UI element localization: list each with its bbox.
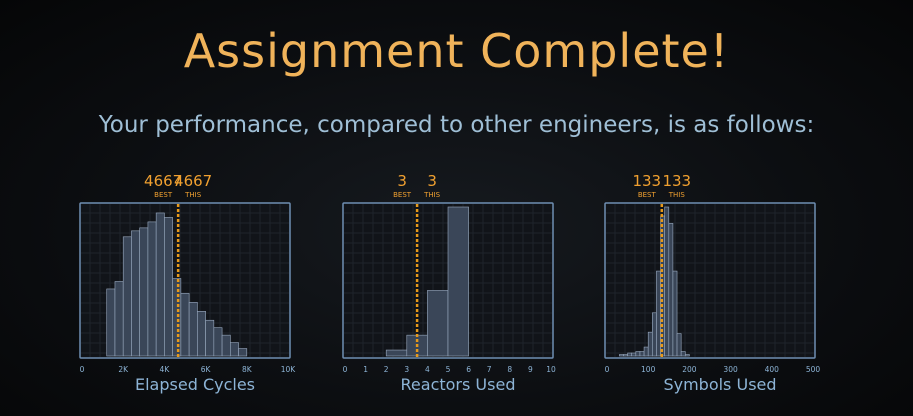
best-value: 4667 bbox=[144, 172, 182, 190]
page-title: Assignment Complete! bbox=[183, 24, 730, 78]
chart-bar bbox=[238, 348, 248, 357]
chart-bar bbox=[652, 312, 657, 357]
chart-bar bbox=[656, 270, 661, 357]
chart-bar bbox=[131, 230, 140, 357]
tick-label: 0 bbox=[80, 365, 85, 374]
this-value: 4667 bbox=[174, 172, 212, 190]
best-label: BEST bbox=[154, 191, 173, 199]
best-value: 133 bbox=[632, 172, 661, 190]
tick-label: 10K bbox=[281, 365, 297, 374]
tick-label: 2K bbox=[118, 365, 129, 374]
tick-label: 0 bbox=[343, 365, 348, 374]
chart-bar bbox=[188, 302, 198, 357]
chart-xlabel: Elapsed Cycles bbox=[135, 375, 255, 394]
chart-bar bbox=[139, 227, 149, 357]
chart-bar bbox=[647, 331, 653, 357]
chart-bar bbox=[619, 354, 624, 357]
tick-label: 10 bbox=[546, 365, 556, 374]
best-value: 3 bbox=[397, 172, 407, 190]
chart-bar bbox=[427, 290, 449, 357]
chart-bar bbox=[631, 352, 637, 357]
tick-label: 9 bbox=[528, 365, 533, 374]
this-label: THIS bbox=[184, 191, 202, 199]
chart-bar bbox=[676, 333, 682, 357]
chart-bar bbox=[147, 221, 157, 357]
chart-bar bbox=[180, 293, 190, 357]
chart-bar bbox=[164, 217, 173, 357]
tick-label: 7 bbox=[487, 365, 492, 374]
chart-elapsed-cycles: 4667 BEST 4667 THIS 0 2K 4K 6K 8K 10K Elapsed Cyc… bbox=[79, 170, 310, 400]
this-label: THIS bbox=[423, 191, 441, 199]
this-value: 133 bbox=[662, 172, 691, 190]
chart-bar bbox=[385, 349, 408, 357]
chart-bar bbox=[623, 354, 628, 357]
tick-label: 200 bbox=[682, 365, 697, 374]
chart-frame bbox=[604, 202, 816, 359]
this-value: 3 bbox=[427, 172, 437, 190]
chart-xlabel: Reactors Used bbox=[400, 375, 516, 394]
tick-label: 6 bbox=[466, 365, 471, 374]
tick-label: 100 bbox=[641, 365, 656, 374]
chart-bar bbox=[114, 281, 124, 357]
chart-bar bbox=[213, 327, 223, 357]
chart-bar bbox=[672, 270, 678, 357]
tick-label: 400 bbox=[765, 365, 780, 374]
page-subtitle: Your performance, compared to other engi… bbox=[98, 112, 815, 138]
this-label: THIS bbox=[668, 191, 686, 199]
chart-reactors-used: 3 BEST 3 THIS 0 1 2 3 4 5 6 7 8 9 10 Reactors Used bbox=[342, 170, 573, 400]
tick-label: 3 bbox=[404, 365, 409, 374]
tick-label: 8K bbox=[242, 365, 253, 374]
chart-bar bbox=[155, 212, 165, 357]
tick-label: 300 bbox=[723, 365, 738, 374]
tick-label: 5 bbox=[446, 365, 451, 374]
chart-bar bbox=[230, 342, 239, 357]
tick-label: 4K bbox=[160, 365, 171, 374]
chart-bar bbox=[205, 319, 215, 357]
chart-bar bbox=[680, 351, 686, 357]
chart-xlabel: Symbols Used bbox=[663, 375, 777, 394]
tick-label: 1 bbox=[363, 365, 368, 374]
best-label: BEST bbox=[638, 191, 657, 199]
chart-bar bbox=[106, 288, 116, 357]
chart-bar bbox=[122, 236, 132, 357]
chart-bar bbox=[221, 334, 231, 357]
chart-bar bbox=[639, 351, 645, 357]
chart-symbols-used: 133 BEST 133 THIS 0 100 200 300 400 500 Symbols U… bbox=[604, 170, 835, 400]
tick-label: 4 bbox=[425, 365, 430, 374]
chart-bar bbox=[447, 206, 469, 357]
tick-label: 500 bbox=[806, 365, 821, 374]
chart-bar bbox=[197, 311, 206, 357]
tick-label: 0 bbox=[605, 365, 610, 374]
chart-bar bbox=[664, 206, 670, 357]
chart-bar bbox=[627, 352, 633, 357]
chart-bar bbox=[643, 346, 649, 357]
tick-label: 8 bbox=[507, 365, 512, 374]
chart-bar bbox=[172, 278, 182, 357]
tick-label: 6K bbox=[201, 365, 212, 374]
chart-bar bbox=[684, 354, 690, 357]
chart-bar bbox=[668, 223, 674, 357]
best-label: BEST bbox=[393, 191, 412, 199]
chart-bar bbox=[635, 351, 641, 357]
tick-label: 2 bbox=[384, 365, 389, 374]
